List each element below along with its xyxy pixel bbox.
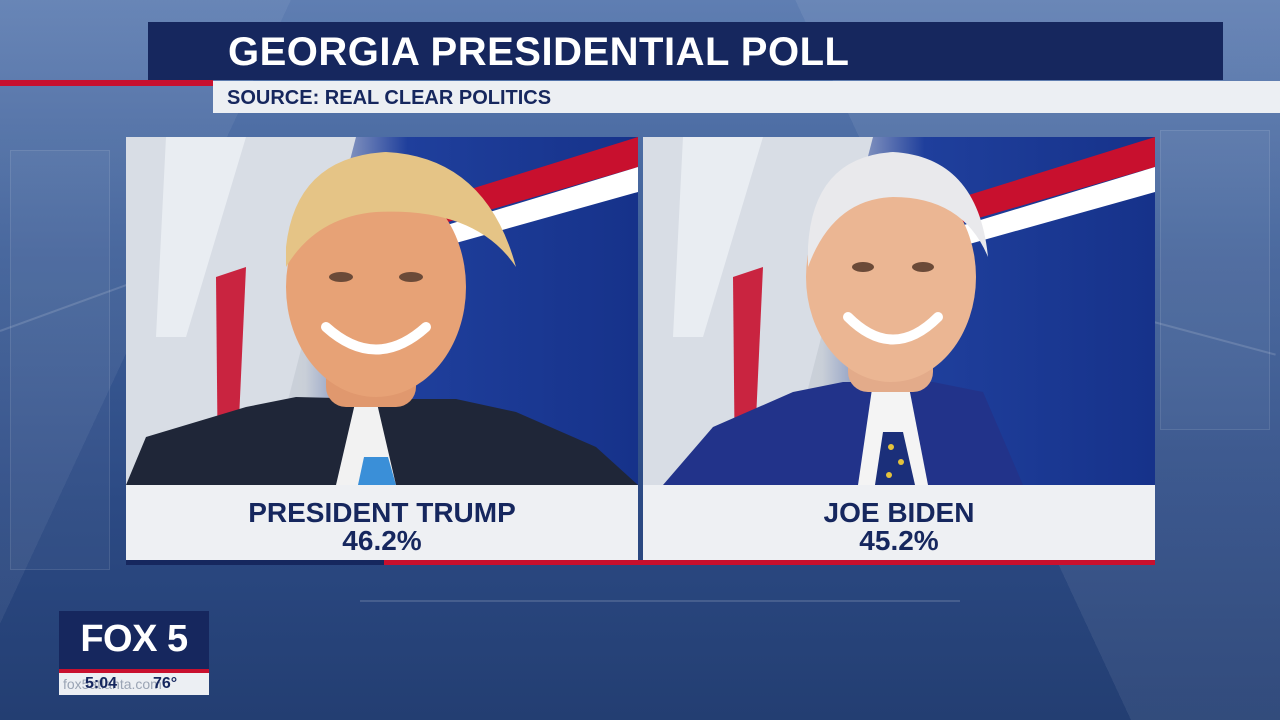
title-red-rule — [0, 80, 213, 86]
station-logo-box: FOX 5 — [59, 611, 209, 669]
station-bug: FOX 5 fox5atlanta.com 5:04 76° — [59, 611, 209, 695]
candidate-card-trump: PRESIDENT TRUMP 46.2% — [126, 137, 638, 560]
candidate-percent: 46.2% — [342, 525, 422, 556]
title-bar: GEORGIA PRESIDENTIAL POLL — [148, 22, 1223, 80]
photo-illustration — [643, 137, 1155, 485]
candidate-name: PRESIDENT TRUMP — [248, 497, 516, 528]
station-website: fox5atlanta.com — [63, 676, 162, 692]
background-panel — [1160, 130, 1270, 430]
graphic-title: GEORGIA PRESIDENTIAL POLL — [228, 30, 850, 74]
candidate-percent: 45.2% — [859, 525, 939, 556]
source-bar: SOURCE: REAL CLEAR POLITICS — [213, 81, 1280, 113]
background-line — [360, 600, 960, 602]
bottom-rule-red — [384, 560, 1155, 565]
photo-illustration — [126, 137, 638, 485]
station-time: 5:04 — [85, 675, 118, 692]
station-info-strip: fox5atlanta.com 5:04 76° — [59, 673, 209, 695]
bottom-rule-blue — [126, 560, 384, 565]
candidate-photo-trump — [126, 137, 638, 485]
station-bug-red-rule — [59, 669, 209, 673]
candidate-photo-biden — [643, 137, 1155, 485]
candidate-name-area: PRESIDENT TRUMP 46.2% — [126, 485, 638, 560]
station-temperature: 76° — [153, 675, 178, 692]
candidate-card-biden: JOE BIDEN 45.2% — [643, 137, 1155, 560]
background-panel — [10, 150, 110, 570]
candidate-name-area: JOE BIDEN 45.2% — [643, 485, 1155, 560]
candidate-name: JOE BIDEN — [823, 497, 975, 528]
station-logo: FOX 5 — [80, 618, 188, 660]
source-text: SOURCE: REAL CLEAR POLITICS — [227, 87, 552, 109]
